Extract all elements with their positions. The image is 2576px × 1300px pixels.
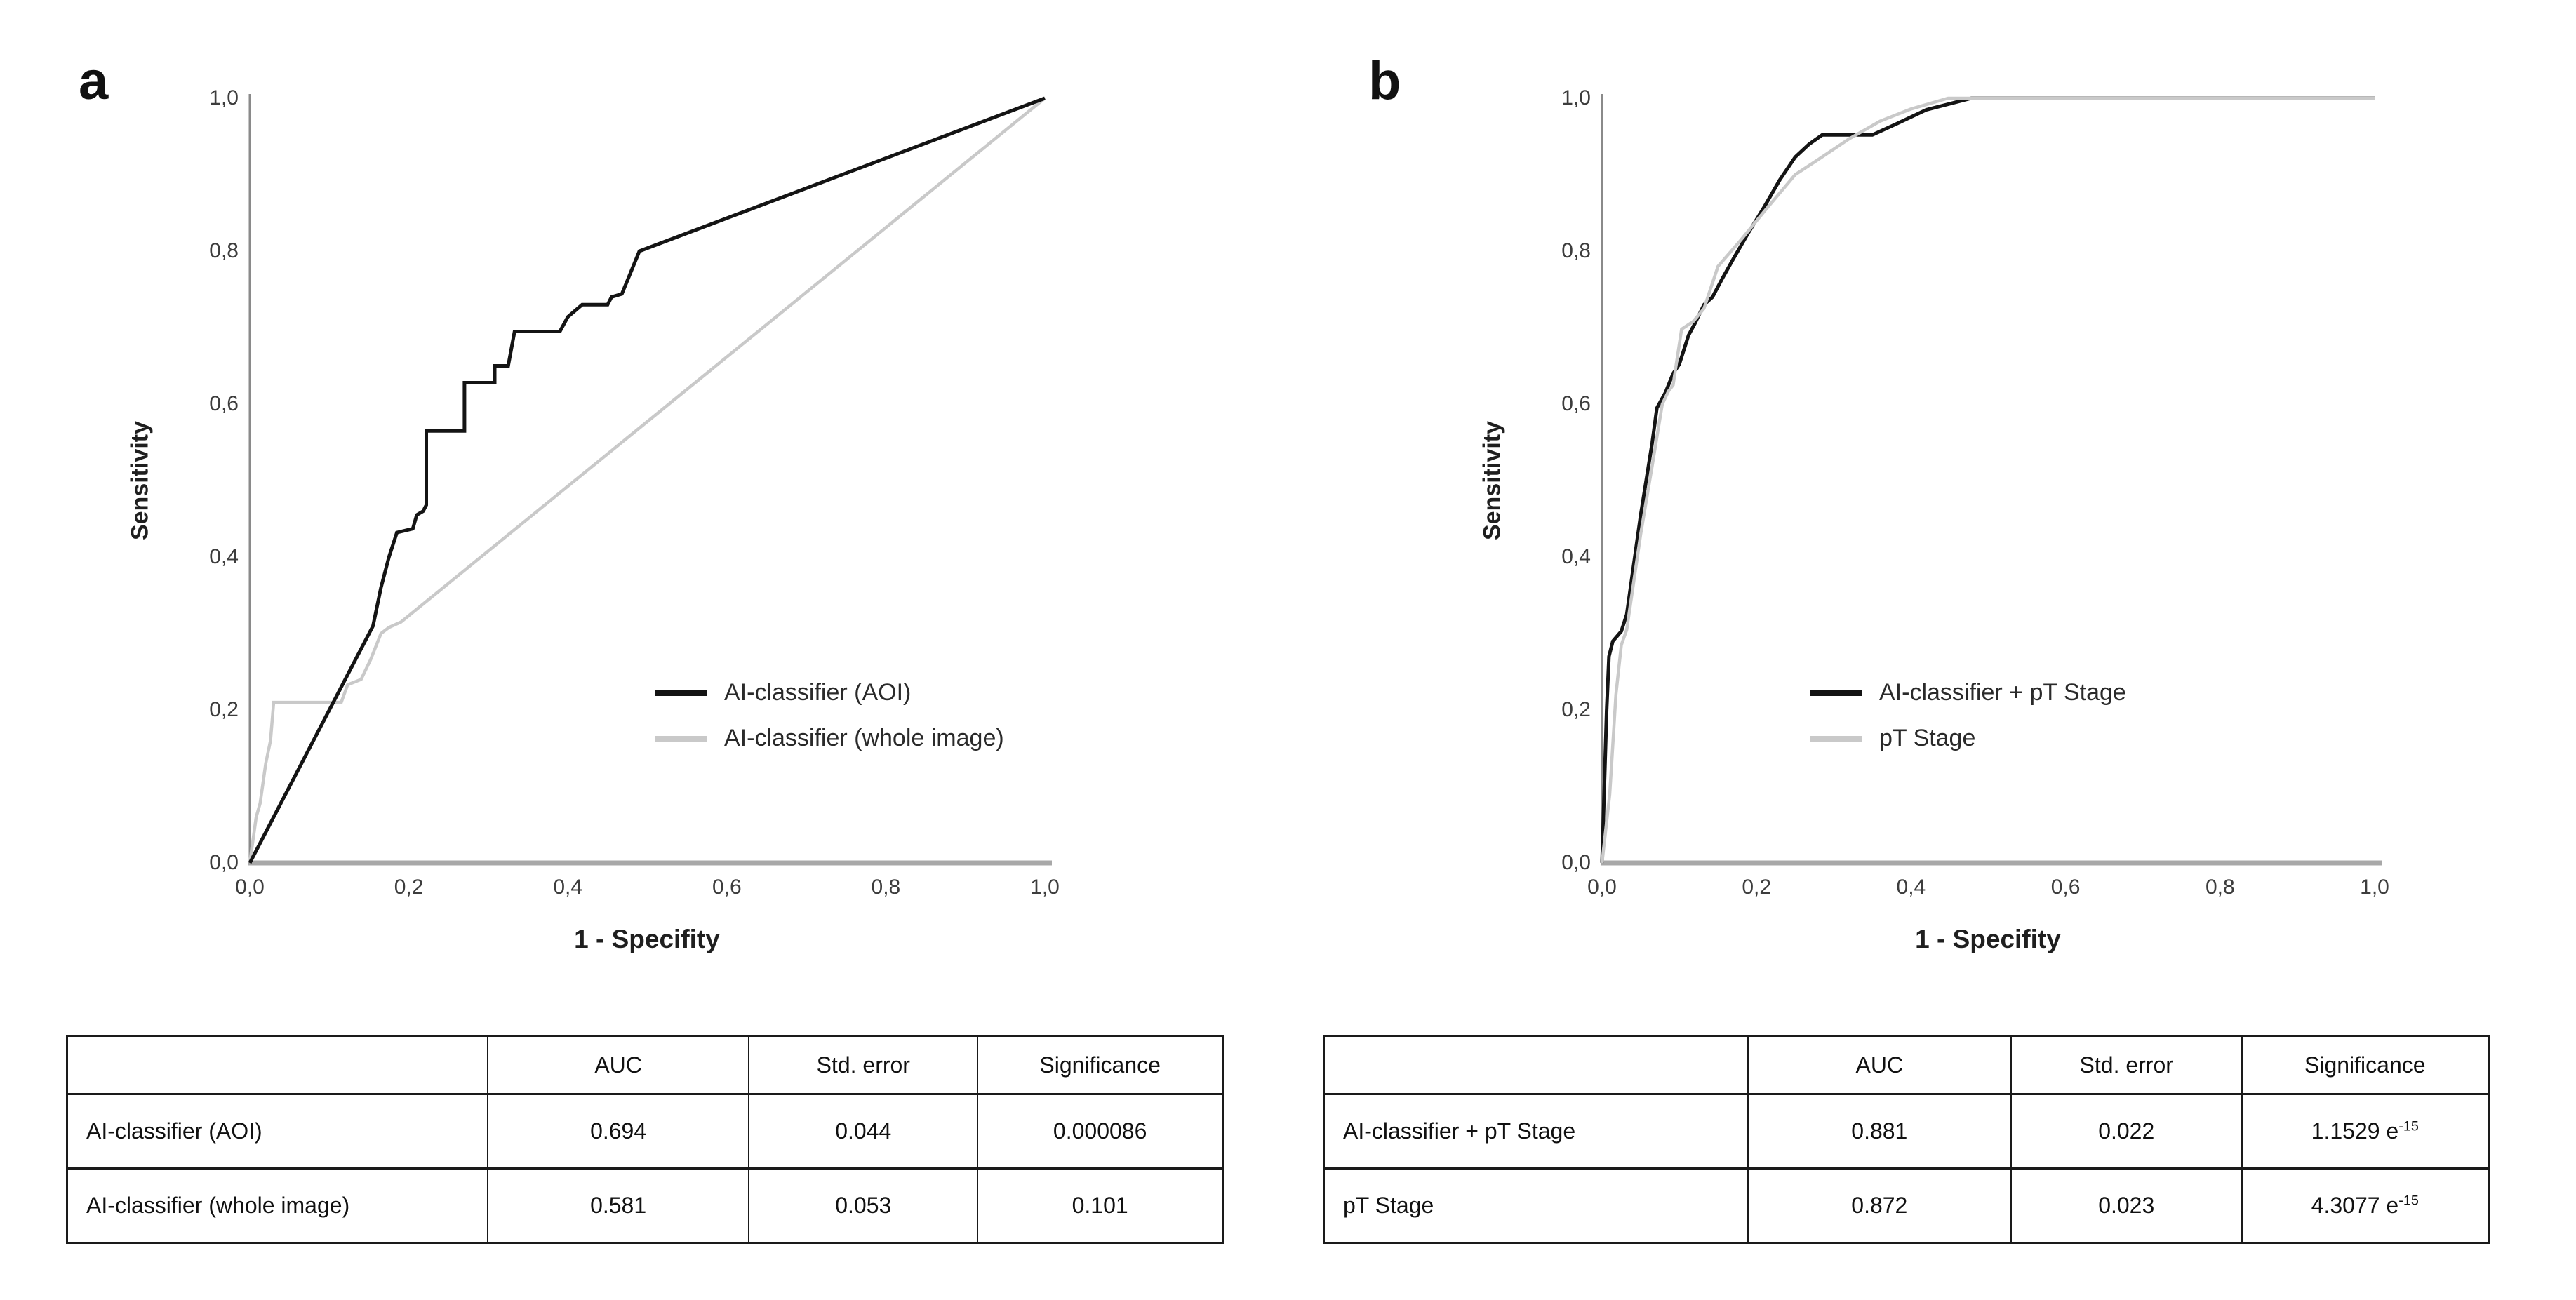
legend-row: AI-classifier (whole image)	[655, 725, 1004, 752]
x-axis-title-a: 1 - Specifity	[574, 925, 720, 953]
table-header-cell: Significance	[2241, 1035, 2490, 1095]
y-tick-label: 0,6	[1561, 392, 1591, 415]
y-tick-label: 0,2	[209, 698, 239, 721]
legend-line-swatch	[655, 690, 707, 696]
x-axis-title-b: 1 - Specifity	[1915, 925, 2061, 953]
table-cell: 0.101	[977, 1167, 1224, 1244]
y-axis-title-b: Sensitivity	[1479, 420, 1506, 541]
legend-line-swatch	[655, 735, 707, 742]
table-header-cell: AUC	[486, 1035, 750, 1095]
legend-label: AI-classifier (whole image)	[724, 725, 1004, 751]
x-tick-label: 1,0	[1030, 876, 1060, 899]
stats-table-b-body: AI-classifier + pT Stage 0.881 0.022 1.1529…	[1323, 1093, 2490, 1244]
table-cell: 0.023	[2010, 1167, 2243, 1244]
roc-curve-ai-classifier-whole-image	[248, 97, 1046, 864]
x-tick-label: 0,4	[1896, 876, 1926, 899]
x-tick-label: 0,4	[553, 876, 583, 899]
legend-b: AI-classifier + pT Stage pT Stage	[1810, 679, 2126, 752]
table-cell-value: 4.3077 e	[2311, 1193, 2399, 1218]
table-cell: 0.694	[486, 1093, 750, 1170]
x-tick-label: 0,8	[2205, 876, 2235, 899]
panel-letter-a: a	[79, 51, 109, 111]
y-tick-label: 0,0	[1561, 851, 1591, 874]
x-tick-label: 0,2	[394, 876, 424, 899]
table-row: AI-classifier (whole image) 0.581 0.053 0.1…	[66, 1167, 1224, 1244]
x-tick-label: 0,6	[2050, 876, 2081, 899]
table-header-cell: Std. error	[2010, 1035, 2243, 1095]
table-cell: AI-classifier + pT Stage	[1323, 1093, 1749, 1170]
table-cell-exponent: -15	[2398, 1193, 2419, 1209]
table-header-cell: Significance	[977, 1035, 1224, 1095]
stats-table-a-head: AUC Std. error Significance	[66, 1035, 1224, 1095]
x-tick-label: 0,0	[1587, 876, 1617, 899]
x-axis-ticks-a: 0,0 0,2 0,4 0,6 0,8 1,0	[235, 876, 1060, 904]
table-row: AI-classifier (AOI) 0.694 0.044 0.000086	[66, 1093, 1224, 1170]
y-tick-label: 0,4	[1561, 545, 1591, 568]
table-cell: 0.053	[748, 1167, 979, 1244]
x-tick-label: 0,6	[712, 876, 742, 899]
stats-table-a: AUC Std. error Significance AI-classifier …	[66, 1035, 1224, 1244]
roc-chart-b	[1600, 94, 2382, 866]
x-tick-label: 1,0	[2360, 876, 2389, 899]
table-cell: AI-classifier (AOI)	[66, 1093, 488, 1170]
table-cell: pT Stage	[1323, 1167, 1749, 1244]
legend-row: pT Stage	[1810, 725, 2126, 752]
x-tick-label: 0,2	[1742, 876, 1772, 899]
roc-curve-pt-stage	[1600, 96, 2375, 864]
y-tick-label: 0,4	[209, 545, 239, 568]
table-cell: AI-classifier (whole image)	[66, 1167, 488, 1244]
legend-row: AI-classifier (AOI)	[655, 679, 1004, 706]
panel-letter-b: b	[1368, 51, 1401, 111]
stats-table-b-head: AUC Std. error Significance	[1323, 1035, 2490, 1095]
x-tick-label: 0,0	[235, 876, 265, 899]
table-row: pT Stage 0.872 0.023 4.3077 e-15	[1323, 1167, 2490, 1244]
legend-label: pT Stage	[1879, 725, 1976, 751]
legend-a: AI-classifier (AOI) AI-classifier (whole …	[655, 679, 1004, 752]
stats-table-b: AUC Std. error Significance AI-classifier …	[1323, 1035, 2490, 1244]
table-header-row: AUC Std. error Significance	[66, 1035, 1224, 1095]
y-tick-label: 0,2	[1561, 698, 1591, 721]
roc-curve-ai-classifier-aoi	[248, 96, 1046, 864]
y-tick-label: 0,8	[209, 239, 239, 262]
legend-label: AI-classifier (AOI)	[724, 679, 912, 706]
table-cell: 1.1529 e-15	[2241, 1093, 2490, 1170]
roc-plot-a	[248, 94, 1052, 866]
legend-line-swatch	[1810, 690, 1862, 696]
y-tick-label: 0,8	[1561, 239, 1591, 262]
table-header-cell	[66, 1035, 488, 1095]
table-header-cell: AUC	[1747, 1035, 2012, 1095]
x-tick-label: 0,8	[871, 876, 901, 899]
x-axis-ticks-b: 0,0 0,2 0,4 0,6 0,8 1,0	[1587, 876, 2389, 904]
legend-label: AI-classifier + pT Stage	[1879, 679, 2126, 706]
y-axis-title-a: Sensitivity	[126, 420, 154, 541]
table-header-cell: Std. error	[748, 1035, 979, 1095]
stats-table-a-body: AI-classifier (AOI) 0.694 0.044 0.000086 AI-…	[66, 1093, 1224, 1244]
y-tick-label: 1,0	[209, 86, 239, 109]
table-cell-value: 1.1529 e	[2311, 1118, 2399, 1144]
table-cell-exponent: -15	[2398, 1118, 2419, 1134]
y-axis-ticks-b: 0,0 0,2 0,4 0,6 0,8 1,0	[1514, 86, 1591, 874]
roc-plot-b	[1600, 94, 2382, 866]
roc-chart-a	[248, 94, 1052, 866]
table-cell: 0.000086	[977, 1093, 1224, 1170]
table-header-cell	[1323, 1035, 1749, 1095]
table-cell: 0.581	[486, 1167, 750, 1244]
y-tick-label: 1,0	[1561, 86, 1591, 109]
table-cell: 0.881	[1747, 1093, 2012, 1170]
table-cell: 0.872	[1747, 1167, 2012, 1244]
legend-line-swatch	[1810, 735, 1862, 742]
table-cell: 0.044	[748, 1093, 979, 1170]
legend-row: AI-classifier + pT Stage	[1810, 679, 2126, 706]
y-tick-label: 0,6	[209, 392, 239, 415]
table-row: AI-classifier + pT Stage 0.881 0.022 1.1529…	[1323, 1093, 2490, 1170]
y-axis-ticks-a: 0,0 0,2 0,4 0,6 0,8 1,0	[161, 86, 239, 874]
y-tick-label: 0,0	[209, 851, 239, 874]
table-cell: 0.022	[2010, 1093, 2243, 1170]
table-cell: 4.3077 e-15	[2241, 1167, 2490, 1244]
table-header-row: AUC Std. error Significance	[1323, 1035, 2490, 1095]
